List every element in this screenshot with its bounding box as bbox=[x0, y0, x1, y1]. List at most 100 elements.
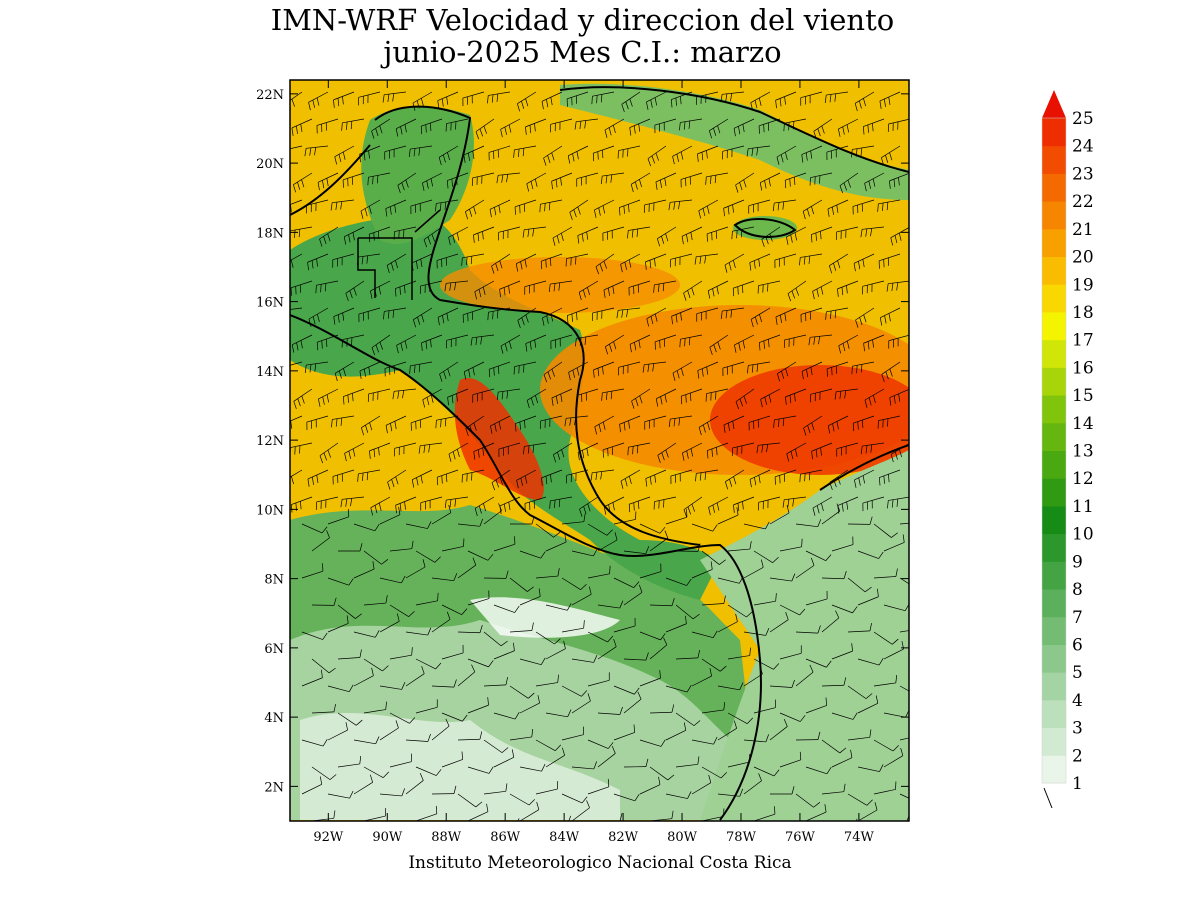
wind-barb-feather bbox=[307, 478, 310, 487]
wind-barb-feather bbox=[378, 502, 382, 511]
wind-barb bbox=[535, 788, 558, 795]
wind-barb-feather bbox=[821, 125, 825, 134]
wind-barb bbox=[785, 388, 807, 398]
wind-barb-feather bbox=[678, 417, 681, 426]
wind-barb bbox=[535, 631, 555, 645]
wind-barb-feather bbox=[732, 420, 735, 429]
wind-barb bbox=[410, 199, 433, 207]
wind-barb bbox=[701, 658, 721, 672]
wind-barb bbox=[810, 334, 833, 338]
wind-barb bbox=[802, 199, 823, 212]
wind-barb bbox=[412, 469, 433, 480]
wind-barb-feather bbox=[714, 175, 717, 184]
wind-barb bbox=[784, 334, 807, 341]
wind-barb bbox=[592, 91, 615, 97]
wind-barb-feather bbox=[340, 499, 343, 508]
wind-barb bbox=[290, 469, 303, 478]
wind-barb-feather bbox=[839, 391, 842, 400]
wind-barb bbox=[509, 630, 532, 633]
wind-barb bbox=[753, 550, 773, 563]
wind-barb bbox=[540, 415, 563, 422]
wind-barb bbox=[441, 604, 462, 615]
wind-barb bbox=[639, 784, 661, 795]
wind-barb-feather bbox=[283, 265, 285, 273]
wind-barb-feather bbox=[525, 314, 529, 323]
wind-barb bbox=[594, 199, 615, 211]
wind-barb bbox=[883, 712, 906, 718]
wind-barb-feather bbox=[395, 505, 397, 514]
wind-barb-feather bbox=[785, 612, 789, 620]
wind-barb-feather bbox=[864, 586, 872, 593]
reference-barb bbox=[1043, 787, 1053, 809]
wind-barb-feather bbox=[712, 630, 718, 638]
y-tick-label: 14N bbox=[256, 365, 284, 380]
wind-barb bbox=[758, 280, 781, 286]
wind-barb-feather bbox=[560, 177, 562, 186]
wind-barb-feather bbox=[489, 209, 492, 218]
wind-barb-feather bbox=[442, 154, 446, 163]
wind-barb-feather bbox=[532, 444, 535, 453]
wind-barb bbox=[358, 91, 381, 98]
wind-barb-feather bbox=[759, 314, 762, 323]
wind-barb-feather bbox=[629, 98, 633, 107]
colorbar-label: 6 bbox=[1072, 635, 1083, 655]
wind-barb-feather bbox=[765, 236, 769, 245]
wind-barb bbox=[899, 793, 909, 799]
wind-barb bbox=[345, 280, 365, 294]
wind-barb bbox=[597, 604, 620, 609]
wind-barb bbox=[446, 334, 469, 341]
wind-barb-feather bbox=[421, 342, 423, 351]
wind-barb bbox=[361, 415, 381, 428]
wind-barb bbox=[405, 523, 428, 529]
wind-barb-feather bbox=[333, 597, 337, 606]
wind-barb-feather bbox=[356, 719, 363, 726]
wind-barb-feather bbox=[550, 474, 552, 483]
wind-barb-feather bbox=[932, 656, 935, 663]
wind-barb-feather bbox=[889, 152, 893, 161]
wind-barb bbox=[649, 604, 672, 607]
wind-barb-feather bbox=[359, 370, 362, 379]
wind-barb-feather bbox=[541, 477, 543, 486]
wind-barb bbox=[597, 646, 617, 660]
wind-barb-feather bbox=[397, 390, 400, 399]
wind-barb-feather bbox=[290, 259, 294, 268]
wind-barb-feather bbox=[446, 180, 449, 189]
wind-barb-feather bbox=[308, 102, 311, 111]
wind-barb-feather bbox=[345, 498, 348, 507]
wind-barb-feather bbox=[290, 420, 293, 429]
wind-barb-feather bbox=[743, 395, 747, 404]
wind-barb-feather bbox=[540, 657, 546, 665]
wind-barb bbox=[683, 496, 703, 510]
wind-barb-feather bbox=[799, 715, 806, 722]
wind-barb-feather bbox=[348, 684, 354, 692]
x-tick-label: 74W bbox=[844, 830, 875, 845]
wind-barb-feather bbox=[636, 445, 639, 454]
wind-barb-feather bbox=[349, 290, 353, 299]
wind-barb-feather bbox=[766, 444, 769, 453]
wind-barb-feather bbox=[874, 802, 878, 811]
wind-barb bbox=[566, 469, 589, 476]
wind-barb-feather bbox=[439, 373, 443, 382]
wind-barb-feather bbox=[827, 425, 831, 434]
wind-barb bbox=[787, 280, 807, 294]
wind-barb-feather bbox=[775, 316, 778, 325]
wind-barb bbox=[587, 523, 608, 536]
wind-barb bbox=[656, 388, 677, 399]
wind-barb bbox=[910, 808, 928, 821]
wind-barb bbox=[306, 145, 329, 149]
wind-barb bbox=[888, 334, 909, 342]
wind-barb bbox=[722, 145, 745, 152]
wind-barb-feather bbox=[282, 425, 283, 433]
wind-barb bbox=[613, 732, 635, 741]
wind-barb-feather bbox=[571, 313, 573, 322]
wind-barb-feather bbox=[578, 292, 582, 301]
wind-barb-feather bbox=[707, 290, 711, 299]
wind-barb-feather bbox=[496, 310, 499, 319]
colorbar-swatch bbox=[1042, 118, 1066, 147]
wind-barb-feather bbox=[498, 503, 502, 511]
colorbar-top-arrow bbox=[1042, 90, 1066, 118]
wind-barb-feather bbox=[521, 100, 525, 109]
x-tick-label: 80W bbox=[667, 830, 698, 845]
wind-barb bbox=[525, 334, 547, 344]
wind-barb-feather bbox=[514, 712, 520, 720]
